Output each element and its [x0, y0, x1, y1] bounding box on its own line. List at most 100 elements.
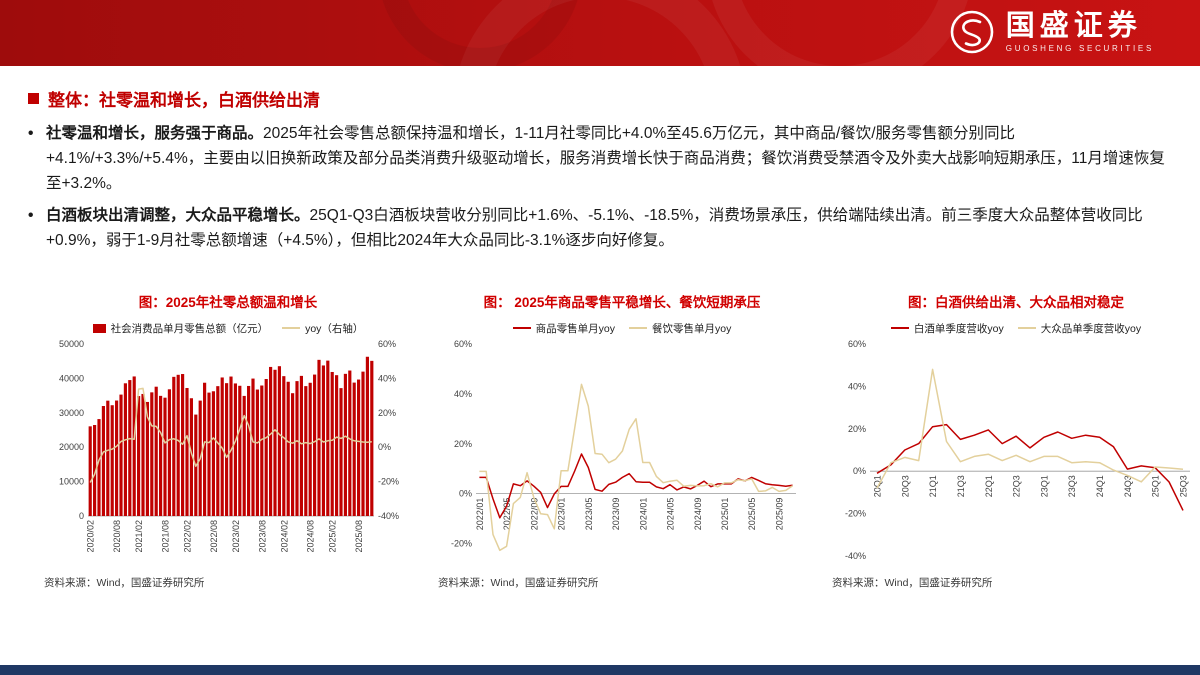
chart-legend: 社会消费品单月零售总额（亿元） yoy（右轴） — [42, 321, 414, 336]
svg-text:50000: 50000 — [59, 339, 84, 349]
svg-text:25Q3: 25Q3 — [1179, 475, 1189, 497]
svg-text:2024/02: 2024/02 — [279, 520, 289, 553]
chart-title: 图：白酒供给出清、大众品相对稳定 — [908, 294, 1124, 310]
svg-text:-40%: -40% — [845, 551, 866, 561]
svg-text:0%: 0% — [459, 488, 472, 498]
bullet-lead: 社零温和增长，服务强于商品。 — [46, 125, 264, 142]
svg-text:2022/08: 2022/08 — [209, 520, 219, 553]
footer-bar — [0, 665, 1200, 675]
svg-text:23Q3: 23Q3 — [1067, 475, 1077, 497]
brand-name-en: GUOSHENG SECURITIES — [1005, 43, 1154, 53]
svg-text:2021/02: 2021/02 — [134, 520, 144, 553]
bullet-marker: • — [28, 207, 34, 225]
svg-text:2025/01: 2025/01 — [720, 497, 730, 530]
bullet-lead: 白酒板块出清调整，大众品平稳增长。 — [46, 207, 310, 225]
bullet-body: 2025年社会零售总额保持温和增长，1-11月社零同比+4.0%至45.6万亿元… — [46, 125, 1165, 193]
svg-text:60%: 60% — [848, 339, 866, 349]
chart-3: 图：白酒供给出清、大众品相对稳定 白酒单季度营收yoy 大众品单季度营收yoy -… — [830, 291, 1200, 590]
legend-item: 餐饮零售单月yoy — [629, 321, 731, 336]
chart-legend: 白酒单季度营收yoy 大众品单季度营收yoy — [830, 321, 1200, 336]
legend-line-swatch — [282, 327, 301, 330]
legend-label: yoy（右轴） — [305, 322, 364, 335]
slide-body: 整体：社零温和增长，白酒供给出清 • 社零温和增长，服务强于商品。2025年社会… — [0, 66, 1200, 590]
legend-label: 餐饮零售单月yoy — [652, 322, 732, 335]
svg-text:2023/09: 2023/09 — [611, 497, 621, 530]
svg-text:20%: 20% — [848, 423, 866, 433]
legend-label: 大众品单季度营收yoy — [1040, 322, 1142, 335]
svg-text:-20%: -20% — [378, 476, 399, 486]
svg-text:20000: 20000 — [59, 442, 84, 452]
bullet-body: 25Q1-Q3白酒板块营收分别同比+1.6%、-5.1%、-18.5%，消费场景… — [46, 207, 1143, 250]
svg-text:24Q3: 24Q3 — [1123, 475, 1133, 497]
legend-item: 商品零售单月yoy — [512, 321, 615, 336]
legend-item: 白酒单季度营收yoy — [890, 321, 1004, 336]
svg-text:30000: 30000 — [59, 407, 84, 417]
legend-item: 社会消费品单月零售总额（亿元） — [92, 321, 269, 336]
slide-title: 整体：社零温和增长，白酒供给出清 — [48, 91, 320, 110]
svg-text:40%: 40% — [848, 381, 866, 391]
svg-text:2020/08: 2020/08 — [112, 520, 122, 553]
bullet-point-1: • 社零温和增长，服务强于商品。2025年社会零售总额保持温和增长，1-11月社… — [28, 121, 1172, 196]
svg-text:24Q1: 24Q1 — [1095, 475, 1105, 497]
guosheng-logo-icon — [950, 10, 994, 54]
svg-text:22Q3: 22Q3 — [1012, 475, 1022, 497]
svg-text:2023/02: 2023/02 — [231, 520, 241, 553]
svg-text:2024/01: 2024/01 — [638, 497, 648, 530]
svg-text:21Q3: 21Q3 — [956, 475, 966, 497]
svg-text:2022/01: 2022/01 — [475, 497, 485, 530]
brand-name-cn: 国盛证券 — [1005, 10, 1142, 43]
svg-text:2024/08: 2024/08 — [306, 520, 316, 553]
bullet-point-2: • 白酒板块出清调整，大众品平稳增长。25Q1-Q3白酒板块营收分别同比+1.6… — [28, 203, 1172, 253]
svg-text:60%: 60% — [378, 339, 396, 349]
svg-text:2024/09: 2024/09 — [693, 497, 703, 530]
chart-canvas: -40%-20%0%20%40%60%20Q1 20Q3 21Q1 21Q3 22Q1 2… — [845, 339, 1190, 561]
svg-text:2025/02: 2025/02 — [328, 520, 338, 553]
legend-label: 商品零售单月yoy — [535, 322, 615, 335]
svg-text:2022/05: 2022/05 — [502, 497, 512, 530]
source-note: 资料来源：Wind，国盛证券研究所 — [44, 576, 205, 589]
svg-text:2023/01: 2023/01 — [557, 497, 567, 530]
legend-label: 白酒单季度营收yoy — [913, 322, 1004, 335]
svg-text:0: 0 — [79, 511, 84, 521]
chart-2: 图： 2025年商品零售平稳增长、餐饮短期承压 商品零售单月yoy 餐饮零售单月y… — [436, 291, 808, 590]
legend-line-swatch — [512, 327, 531, 330]
svg-text:-20%: -20% — [845, 508, 866, 518]
svg-text:0%: 0% — [853, 466, 866, 476]
chart-legend: 商品零售单月yoy 餐饮零售单月yoy — [436, 321, 808, 336]
svg-text:21Q1: 21Q1 — [928, 475, 938, 497]
title-bullet-square — [28, 93, 39, 104]
svg-text:2025/05: 2025/05 — [747, 497, 757, 530]
svg-text:0%: 0% — [378, 442, 391, 452]
svg-text:22Q1: 22Q1 — [984, 475, 994, 497]
source-note: 资料来源：Wind，国盛证券研究所 — [438, 576, 599, 589]
charts-row: 图：2025年社零总额温和增长 社会消费品单月零售总额（亿元） yoy（右轴） 0… — [28, 261, 1190, 590]
svg-text:10000: 10000 — [59, 476, 84, 486]
svg-text:2020/02: 2020/02 — [86, 520, 96, 553]
header-banner: 国盛证券 GUOSHENG SECURITIES — [0, 0, 1200, 66]
legend-item: yoy（右轴） — [282, 321, 363, 336]
chart-canvas: -20% 0% 20% 40% 60% 2022/01 2022/05 2022/09 2023… — [451, 339, 796, 551]
legend-label: 社会消费品单月零售总额（亿元） — [110, 322, 269, 335]
legend-line-swatch — [890, 327, 909, 330]
svg-text:40%: 40% — [378, 373, 396, 383]
svg-text:-20%: -20% — [451, 538, 472, 548]
svg-text:40000: 40000 — [59, 373, 84, 383]
chart-title: 图： 2025年商品零售平稳增长、餐饮短期承压 — [483, 294, 761, 310]
svg-text:40%: 40% — [454, 388, 472, 398]
source-note: 资料来源：Wind，国盛证券研究所 — [832, 576, 993, 589]
bullet-text: 白酒板块出清调整，大众品平稳增长。25Q1-Q3白酒板块营收分别同比+1.6%、… — [46, 203, 1172, 253]
svg-text:2023/08: 2023/08 — [257, 520, 267, 553]
svg-text:20%: 20% — [378, 407, 396, 417]
svg-text:2023/05: 2023/05 — [584, 497, 594, 530]
bullet-text: 社零温和增长，服务强于商品。2025年社会零售总额保持温和增长，1-11月社零同… — [46, 121, 1172, 196]
svg-text:2022/09: 2022/09 — [529, 497, 539, 530]
legend-line-swatch — [1017, 327, 1036, 330]
svg-text:2024/05: 2024/05 — [666, 497, 676, 530]
slide-title-row: 整体：社零温和增长，白酒供给出清 — [28, 86, 1172, 111]
svg-text:-40%: -40% — [378, 511, 399, 521]
svg-text:60%: 60% — [454, 339, 472, 349]
legend-line-swatch — [629, 327, 647, 330]
svg-text:23Q1: 23Q1 — [1039, 475, 1049, 497]
legend-item: 大众品单季度营收yoy — [1017, 321, 1142, 336]
svg-text:2025/08: 2025/08 — [354, 520, 364, 553]
